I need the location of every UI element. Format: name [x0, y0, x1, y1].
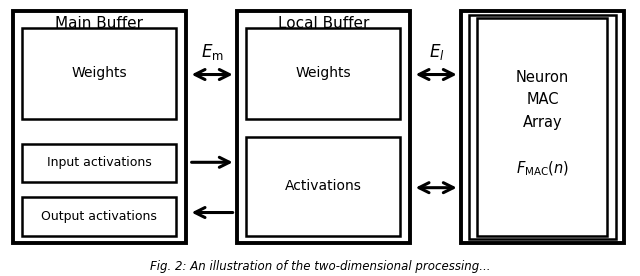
Text: Weights: Weights: [72, 66, 127, 80]
Text: Output activations: Output activations: [41, 210, 157, 223]
Text: MAC: MAC: [527, 92, 559, 107]
Text: Main Buffer: Main Buffer: [55, 16, 143, 31]
Bar: [237, 11, 410, 243]
Text: Input activations: Input activations: [47, 156, 152, 169]
Text: Fig. 2: An illustration of the two-dimensional processing...: Fig. 2: An illustration of the two-dimen…: [150, 260, 490, 273]
Bar: [22, 144, 176, 182]
Bar: [461, 11, 624, 243]
Text: Weights: Weights: [296, 66, 351, 80]
Text: $F_\mathrm{MAC}(n)$: $F_\mathrm{MAC}(n)$: [516, 159, 570, 177]
Text: $E_\mathrm{m}$: $E_\mathrm{m}$: [201, 43, 224, 62]
Bar: [246, 137, 400, 236]
Bar: [477, 18, 607, 236]
Text: Neuron: Neuron: [516, 70, 570, 85]
Text: Activations: Activations: [285, 179, 362, 193]
Bar: [469, 15, 616, 239]
Bar: [246, 28, 400, 119]
Bar: [22, 28, 176, 119]
Bar: [22, 197, 176, 236]
Text: $E_l$: $E_l$: [429, 43, 444, 62]
Text: Array: Array: [523, 115, 563, 130]
Bar: [13, 11, 186, 243]
Text: Local Buffer: Local Buffer: [278, 16, 369, 31]
